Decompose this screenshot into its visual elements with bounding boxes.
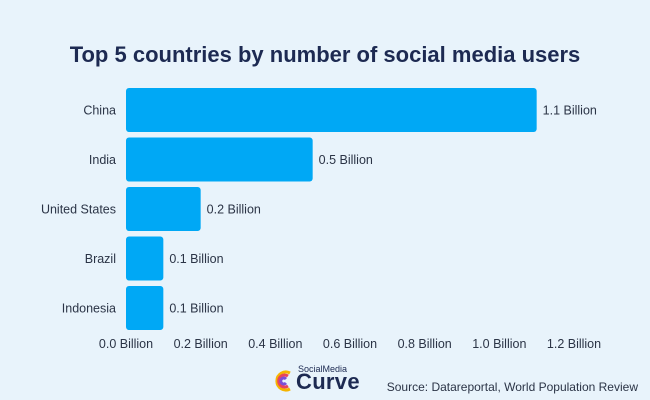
category-label: China [83, 104, 116, 118]
bar-united-states [126, 187, 201, 231]
category-labels-group: China India United States Brazil Indonesia [41, 104, 116, 316]
x-tick-label: 0.8 Billion [398, 337, 452, 351]
x-tick-label: 1.2 Billion [547, 337, 601, 351]
bar-china [126, 88, 537, 132]
category-label: Brazil [85, 252, 116, 266]
bars-group [126, 88, 537, 330]
bar-india [126, 137, 313, 182]
x-tick-labels-group: 0.0 Billion 0.2 Billion 0.4 Billion 0.6 Bil… [99, 337, 601, 351]
source-note: Source: Datareportal, World Population R… [386, 380, 638, 394]
logo-small-text: SocialMedia [298, 364, 348, 374]
x-tick-label: 1.0 Billion [472, 337, 526, 351]
value-label: 0.1 Billion [169, 302, 223, 316]
x-tick-label: 0.4 Billion [248, 337, 302, 351]
chart-title: Top 5 countries by number of social medi… [70, 42, 581, 67]
value-label: 1.1 Billion [543, 104, 597, 118]
value-labels-group: 1.1 Billion 0.5 Billion 0.2 Billion 0.1 Bil… [169, 104, 597, 316]
category-label: United States [41, 203, 116, 217]
logo-big-text: Curve [296, 369, 360, 394]
value-label: 0.5 Billion [319, 153, 373, 167]
x-tick-label: 0.6 Billion [323, 337, 377, 351]
x-tick-label: 0.0 Billion [99, 337, 153, 351]
logo-mark-icon [275, 370, 291, 392]
bar-brazil [126, 236, 164, 281]
x-tick-label: 0.2 Billion [174, 337, 228, 351]
value-label: 0.2 Billion [207, 203, 261, 217]
socialmedia-curve-logo: SocialMedia Curve [274, 364, 384, 394]
value-label: 0.1 Billion [169, 252, 223, 266]
category-label: Indonesia [62, 302, 116, 316]
category-label: India [89, 153, 116, 167]
bar-indonesia [126, 286, 164, 330]
